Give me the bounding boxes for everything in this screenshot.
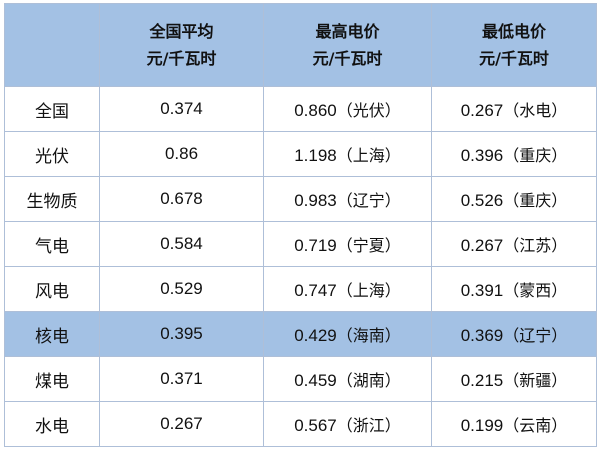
row-label: 光伏 <box>4 131 100 177</box>
highest-price-source: （宁夏） <box>336 236 401 255</box>
table-row: 煤电 0.371 0.459（湖南） 0.215（新疆） <box>4 356 597 402</box>
header-highest-price-unit: 元/千瓦时 <box>312 49 383 68</box>
header-highest-price-title: 最高电价 <box>315 22 380 41</box>
lowest-price-source: （水电） <box>503 101 568 120</box>
table-row-highlighted: 核电 0.395 0.429（海南） 0.369（辽宁） <box>4 311 597 357</box>
table-row: 光伏 0.86 1.198（上海） 0.396（重庆） <box>4 131 597 177</box>
table-row: 气电 0.584 0.719（宁夏） 0.267（江苏） <box>4 221 597 267</box>
lowest-price-source: （重庆） <box>503 146 568 165</box>
price-table-container: 全国平均 元/千瓦时 最高电价 元/千瓦时 最低电价 元/千瓦时 全国 0.37… <box>4 3 597 451</box>
row-label: 生物质 <box>4 176 100 222</box>
lowest-price-cell: 0.267（江苏） <box>431 221 597 267</box>
highest-price-source: （上海） <box>336 281 401 300</box>
row-label: 风电 <box>4 266 100 312</box>
highest-price-source: （光伏） <box>336 101 401 120</box>
highest-price-cell: 0.747（上海） <box>263 266 432 312</box>
lowest-price-source: （辽宁） <box>503 326 568 345</box>
electricity-price-table: 全国平均 元/千瓦时 最高电价 元/千瓦时 最低电价 元/千瓦时 全国 0.37… <box>4 3 597 447</box>
average-price-cell: 0.529 <box>99 266 264 312</box>
lowest-price-cell: 0.391（蒙西） <box>431 266 597 312</box>
lowest-price-cell: 0.396（重庆） <box>431 131 597 177</box>
lowest-price-value: 0.396 <box>460 146 504 165</box>
header-national-average-unit: 元/千瓦时 <box>146 49 217 68</box>
lowest-price-source: （江苏） <box>503 236 568 255</box>
highest-price-source: （辽宁） <box>336 191 401 210</box>
lowest-price-value: 0.267 <box>460 236 504 255</box>
highest-price-value: 0.747 <box>294 281 337 300</box>
lowest-price-cell: 0.526（重庆） <box>431 176 597 222</box>
highest-price-cell: 1.198（上海） <box>263 131 432 177</box>
table-row: 生物质 0.678 0.983（辽宁） 0.526（重庆） <box>4 176 597 222</box>
lowest-price-source: （蒙西） <box>503 281 568 300</box>
average-price-cell: 0.374 <box>99 86 264 132</box>
highest-price-source: （浙江） <box>336 416 401 435</box>
lowest-price-cell: 0.267（水电） <box>431 86 597 132</box>
header-corner-cell <box>4 3 100 87</box>
table-body: 全国 0.374 0.860（光伏） 0.267（水电） 光伏 0.86 1.1… <box>4 86 597 447</box>
table-header: 全国平均 元/千瓦时 最高电价 元/千瓦时 最低电价 元/千瓦时 <box>4 3 597 87</box>
table-row: 水电 0.267 0.567（浙江） 0.199（云南） <box>4 401 597 447</box>
highest-price-cell: 0.429（海南） <box>263 311 432 357</box>
highest-price-value: 0.429 <box>294 326 337 345</box>
average-price-cell: 0.86 <box>99 131 264 177</box>
lowest-price-cell: 0.215（新疆） <box>431 356 597 402</box>
average-price-cell: 0.678 <box>99 176 264 222</box>
highest-price-value: 0.459 <box>294 371 337 390</box>
highest-price-cell: 0.459（湖南） <box>263 356 432 402</box>
highest-price-source: （湖南） <box>336 371 401 390</box>
average-price-cell: 0.395 <box>99 311 264 357</box>
header-lowest-price-unit: 元/千瓦时 <box>479 49 549 68</box>
lowest-price-value: 0.369 <box>460 326 504 345</box>
lowest-price-value: 0.391 <box>460 281 504 300</box>
average-price-cell: 0.584 <box>99 221 264 267</box>
lowest-price-value: 0.526 <box>460 191 504 210</box>
header-highest-price: 最高电价 元/千瓦时 <box>263 3 432 87</box>
highest-price-value: 1.198 <box>294 146 337 165</box>
highest-price-source: （上海） <box>336 146 401 165</box>
lowest-price-value: 0.215 <box>460 371 504 390</box>
highest-price-source: （海南） <box>336 326 401 345</box>
highest-price-cell: 0.860（光伏） <box>263 86 432 132</box>
lowest-price-cell: 0.369（辽宁） <box>431 311 597 357</box>
highest-price-cell: 0.719（宁夏） <box>263 221 432 267</box>
highest-price-value: 0.860 <box>294 101 337 120</box>
lowest-price-value: 0.199 <box>460 416 504 435</box>
row-label: 煤电 <box>4 356 100 402</box>
highest-price-value: 0.983 <box>294 191 337 210</box>
header-lowest-price: 最低电价 元/千瓦时 <box>431 3 597 87</box>
header-national-average-title: 全国平均 <box>149 22 214 41</box>
highest-price-cell: 0.983（辽宁） <box>263 176 432 222</box>
row-label: 气电 <box>4 221 100 267</box>
header-row: 全国平均 元/千瓦时 最高电价 元/千瓦时 最低电价 元/千瓦时 <box>4 3 597 87</box>
highest-price-value: 0.719 <box>294 236 337 255</box>
lowest-price-cell: 0.199（云南） <box>431 401 597 447</box>
header-lowest-price-title: 最低电价 <box>481 22 546 41</box>
row-label: 核电 <box>4 311 100 357</box>
highest-price-cell: 0.567（浙江） <box>263 401 432 447</box>
highest-price-value: 0.567 <box>294 416 337 435</box>
row-label: 水电 <box>4 401 100 447</box>
lowest-price-source: （重庆） <box>503 191 568 210</box>
lowest-price-source: （云南） <box>503 416 568 435</box>
average-price-cell: 0.371 <box>99 356 264 402</box>
table-row: 全国 0.374 0.860（光伏） 0.267（水电） <box>4 86 597 132</box>
row-label: 全国 <box>4 86 100 132</box>
header-national-average: 全国平均 元/千瓦时 <box>99 3 264 87</box>
table-row: 风电 0.529 0.747（上海） 0.391（蒙西） <box>4 266 597 312</box>
average-price-cell: 0.267 <box>99 401 264 447</box>
lowest-price-source: （新疆） <box>503 371 568 390</box>
lowest-price-value: 0.267 <box>460 101 504 120</box>
